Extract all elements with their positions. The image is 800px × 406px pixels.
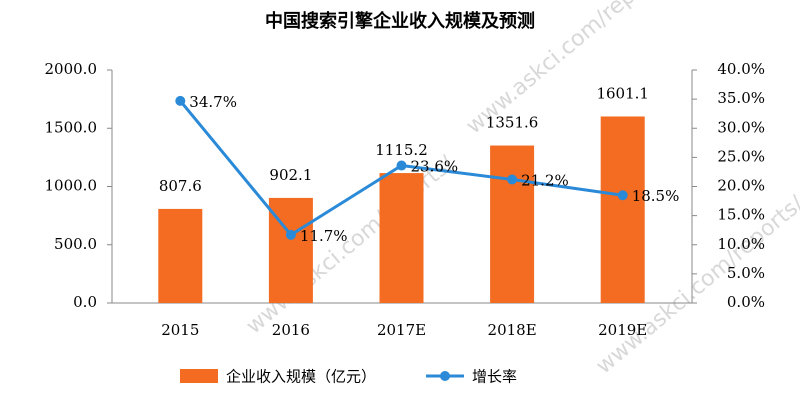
y-tick-label: 0.0 xyxy=(73,293,97,311)
x-tick-label: 2019E xyxy=(598,321,647,339)
y2-tick-label: 40.0% xyxy=(717,60,765,78)
y2-tick-label: 30.0% xyxy=(717,118,765,136)
y2-tick-label: 20.0% xyxy=(717,177,765,195)
legend-label: 增长率 xyxy=(472,368,517,386)
bar-value-label: 1115.2 xyxy=(375,141,428,159)
y2-tick-label: 5.0% xyxy=(727,264,765,282)
bar-value-label: 902.1 xyxy=(269,166,312,184)
bar-value-label: 1351.6 xyxy=(486,114,539,132)
chart-title: 中国搜索引擎企业收入规模及预测 xyxy=(265,10,535,32)
legend-label: 企业收入规模（亿元） xyxy=(226,368,376,386)
x-tick-label: 2015 xyxy=(161,321,199,339)
y-tick-label: 1000.0 xyxy=(45,177,98,195)
x-tick-label: 2018E xyxy=(488,321,537,339)
line-point xyxy=(617,190,628,201)
bar xyxy=(268,197,313,303)
line-value-label: 23.6% xyxy=(411,158,459,176)
y-tick-label: 2000.0 xyxy=(45,60,98,78)
legend-swatch xyxy=(440,371,451,381)
line-point xyxy=(507,174,518,185)
line-value-label: 21.2% xyxy=(521,172,569,190)
line-point xyxy=(175,95,186,106)
bar xyxy=(600,116,645,303)
y2-tick-label: 25.0% xyxy=(717,147,765,165)
y-tick-label: 500.0 xyxy=(54,235,97,253)
line-point xyxy=(285,229,296,240)
line-point xyxy=(396,160,407,171)
x-tick-label: 2016 xyxy=(272,321,310,339)
y-tick-label: 1500.0 xyxy=(45,118,98,136)
line-value-label: 34.7% xyxy=(189,93,237,111)
line-value-label: 18.5% xyxy=(632,187,680,205)
x-tick-label: 2017E xyxy=(377,321,426,339)
bar-value-label: 807.6 xyxy=(159,177,202,195)
line-value-label: 11.7% xyxy=(300,227,348,245)
y2-tick-label: 15.0% xyxy=(717,206,765,224)
bar xyxy=(490,145,535,303)
y2-tick-label: 0.0% xyxy=(727,293,765,311)
y2-tick-label: 35.0% xyxy=(717,89,765,107)
bar xyxy=(379,173,424,303)
legend-swatch xyxy=(180,369,218,383)
y2-tick-label: 10.0% xyxy=(717,235,765,253)
bar xyxy=(158,208,203,303)
bar-value-label: 1601.1 xyxy=(596,84,649,102)
